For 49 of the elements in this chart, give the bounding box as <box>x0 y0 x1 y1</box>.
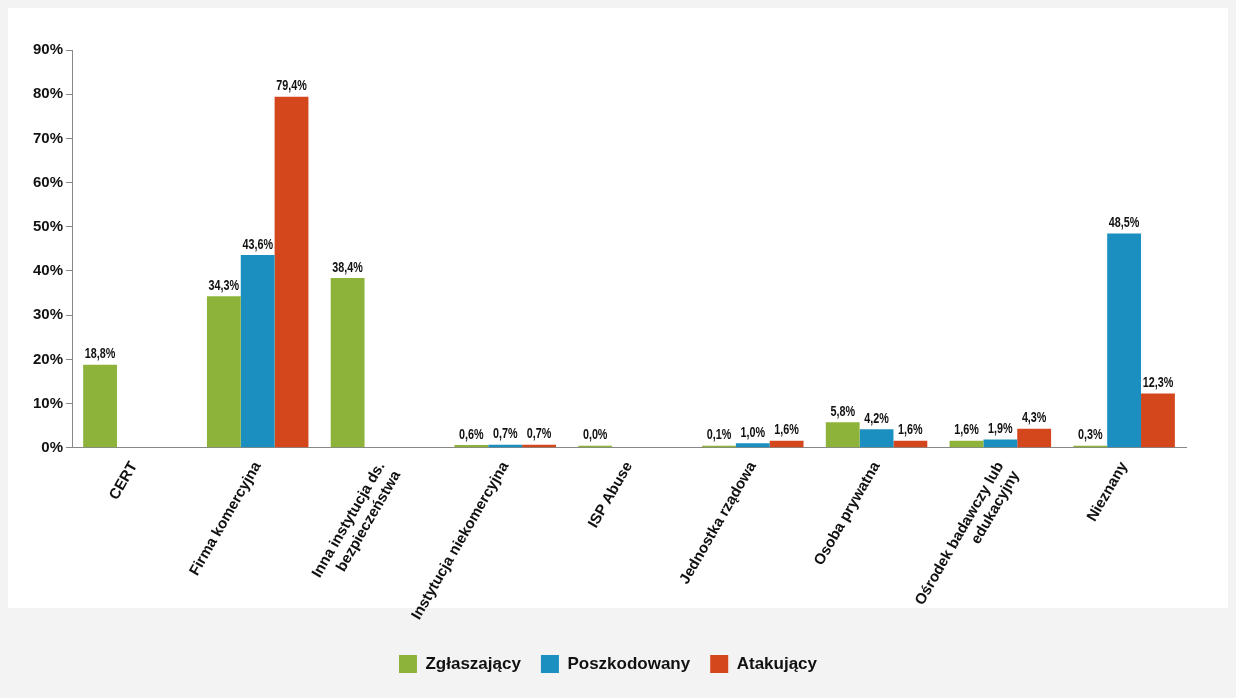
y-tick-label: 30% <box>32 305 64 323</box>
bar <box>454 445 489 448</box>
y-tick-label: 80% <box>32 84 64 102</box>
data-label: 1,6% <box>954 420 980 438</box>
y-tick-label: 10% <box>32 393 64 411</box>
legend-label: Zgłaszający <box>425 653 522 673</box>
bar <box>825 422 860 448</box>
data-label: 48,5% <box>1108 213 1140 231</box>
data-label: 12,3% <box>1142 373 1174 391</box>
bar <box>330 278 365 448</box>
bar <box>735 443 770 448</box>
bar <box>983 439 1018 448</box>
data-label: 1,6% <box>774 420 800 438</box>
data-label: 0,3% <box>1077 425 1103 443</box>
y-tick-label: 60% <box>32 172 64 190</box>
data-label: 4,2% <box>864 409 890 427</box>
y-tick-label: 70% <box>32 128 64 146</box>
data-label: 5,8% <box>830 402 856 420</box>
data-label: 1,0% <box>740 423 766 441</box>
data-label: 1,6% <box>898 420 924 438</box>
bar <box>240 255 275 448</box>
y-tick-label: 50% <box>32 216 64 234</box>
bar <box>1107 233 1142 448</box>
data-label: 1,9% <box>988 419 1013 437</box>
data-label: 0,1% <box>706 425 732 443</box>
legend-label: Atakujący <box>736 653 818 673</box>
y-tick-label: 90% <box>32 40 64 58</box>
legend-label: Poszkodowany <box>567 653 691 673</box>
data-label: 0,0% <box>582 425 608 443</box>
bar <box>206 296 241 448</box>
bar <box>1017 428 1052 448</box>
bar <box>83 364 117 448</box>
bar <box>769 440 804 448</box>
bar <box>859 429 894 448</box>
data-label: 43,6% <box>242 234 274 253</box>
data-label: 38,4% <box>332 257 364 276</box>
data-label: 34,3% <box>208 276 240 294</box>
y-tick-label: 40% <box>32 261 64 279</box>
y-tick-label: 20% <box>32 349 64 367</box>
bar <box>893 440 928 448</box>
bar <box>274 96 309 448</box>
data-label: 18,8% <box>84 344 116 362</box>
y-tick-label: 0% <box>41 437 64 455</box>
data-label: 79,4% <box>276 76 308 94</box>
data-label: 0,6% <box>459 424 485 443</box>
bar <box>1141 393 1175 448</box>
data-label: 0,7% <box>526 424 552 442</box>
data-label: 0,7% <box>492 424 518 442</box>
data-label: 4,3% <box>1021 408 1047 426</box>
